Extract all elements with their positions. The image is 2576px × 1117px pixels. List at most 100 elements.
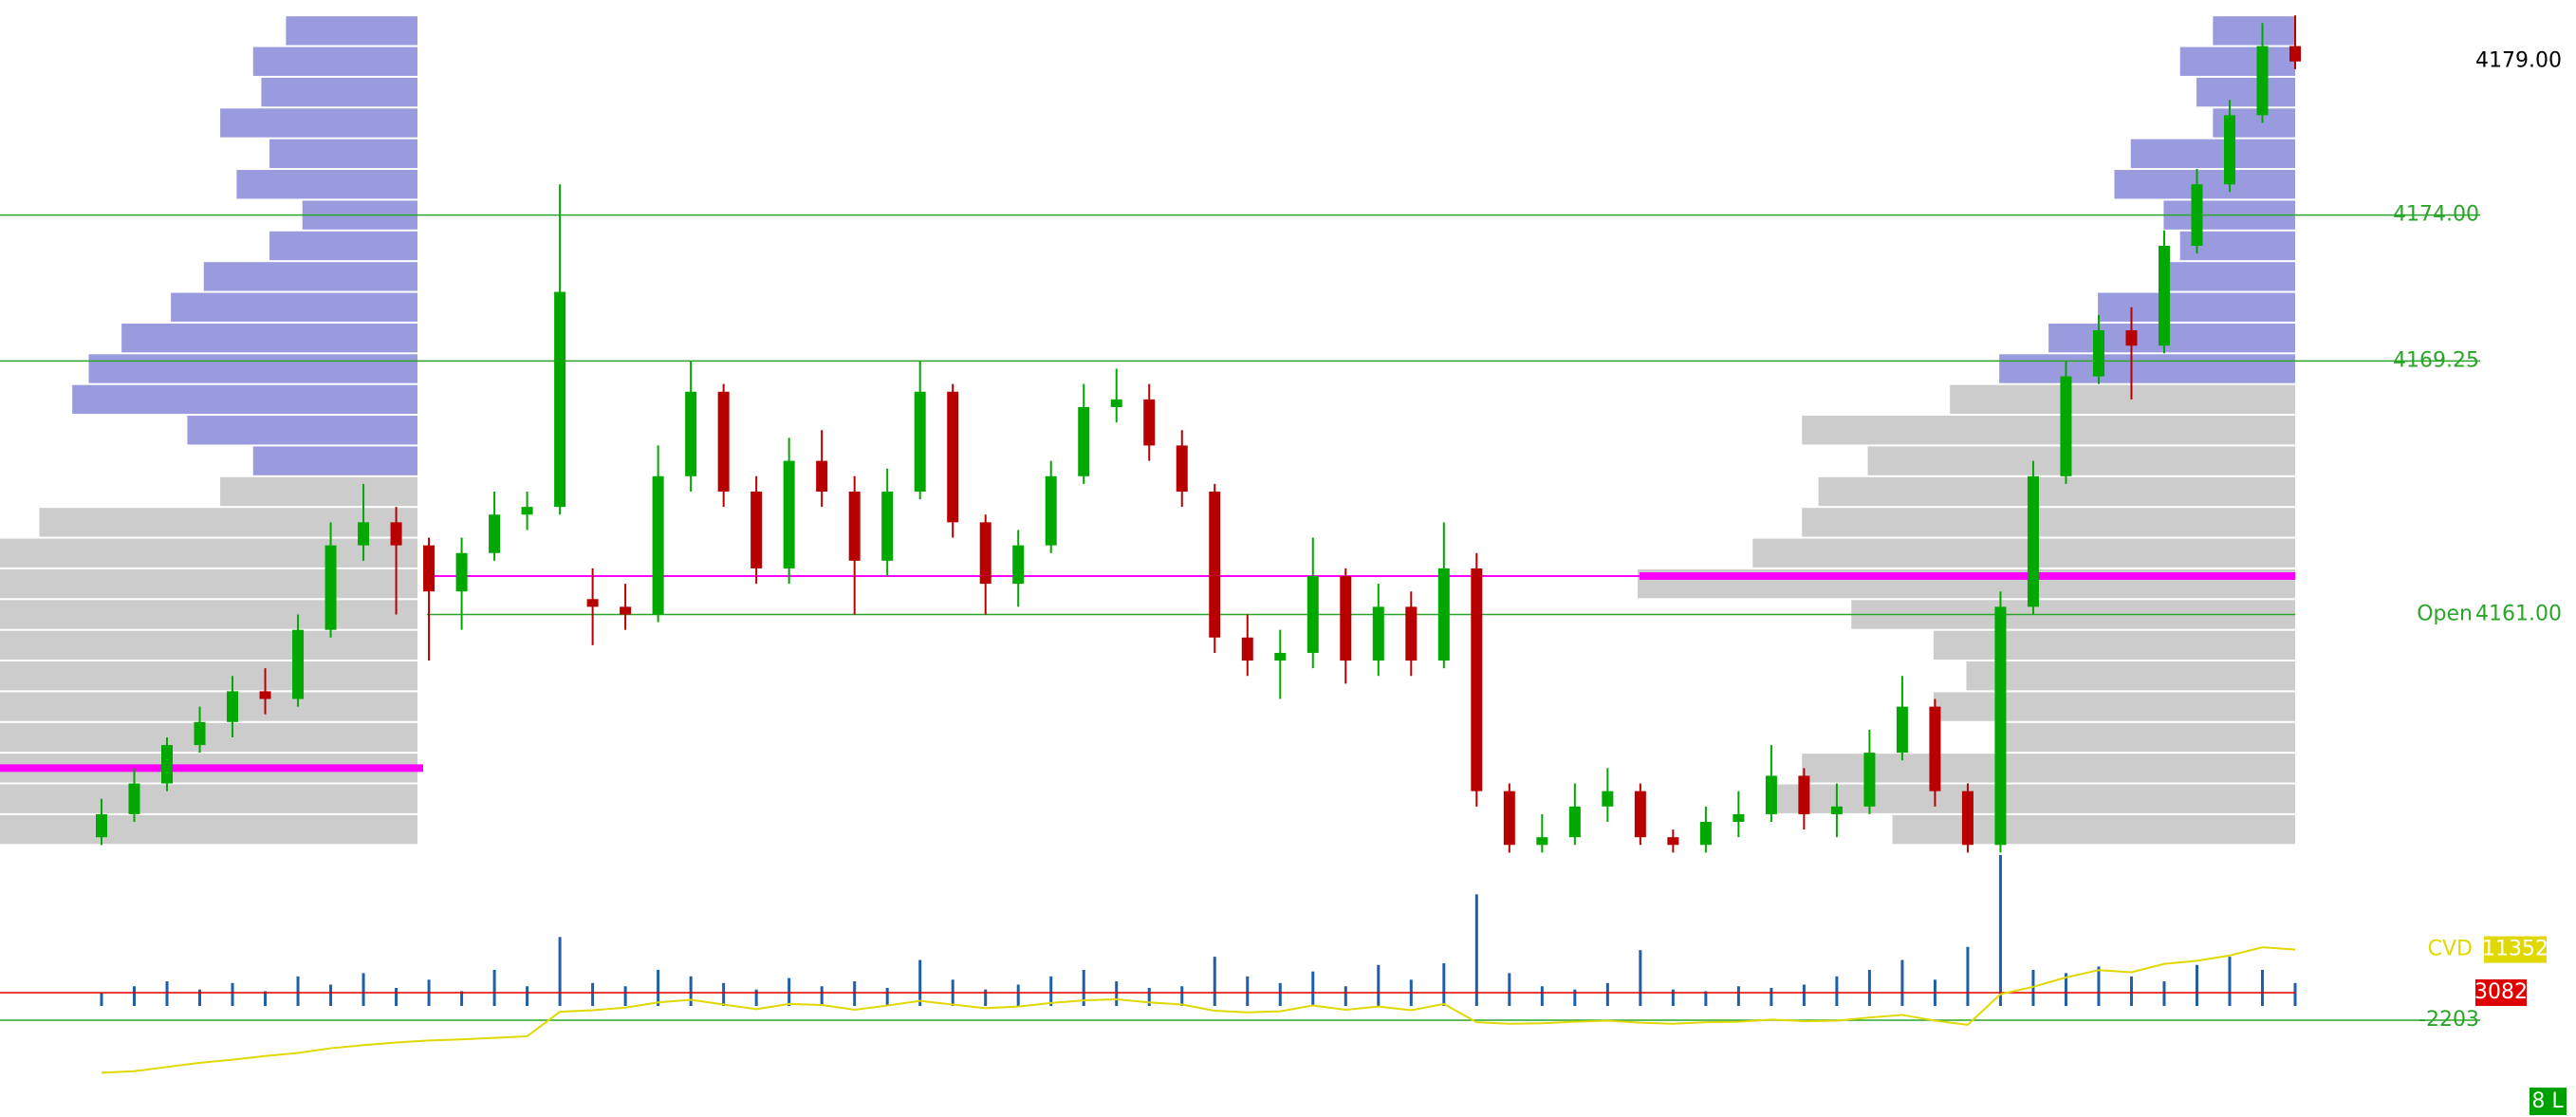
profile-bar xyxy=(1802,754,2295,783)
candle-body xyxy=(358,522,370,546)
candle-body xyxy=(1536,837,1548,846)
profile-bar xyxy=(2098,292,2295,322)
volume-bar xyxy=(1867,969,1871,1006)
profile-bar xyxy=(1933,630,2295,661)
volume-bar xyxy=(1474,894,1478,1006)
candle-body xyxy=(1602,791,1614,807)
volume-bar xyxy=(1213,957,1216,1006)
volume-bar xyxy=(1704,991,1708,1006)
volume-bar xyxy=(1605,982,1609,1006)
candle-body xyxy=(2158,245,2170,346)
profile-bar xyxy=(2213,16,2295,46)
volume-bar xyxy=(918,959,922,1006)
candle-body xyxy=(979,522,991,585)
profile-bar xyxy=(1999,722,2295,753)
candle-body xyxy=(1340,576,1352,661)
volume-bar xyxy=(984,989,988,1006)
profile-bar xyxy=(2114,170,2295,199)
volume-bar xyxy=(722,982,726,1006)
volume-bar xyxy=(231,982,234,1006)
candle-body xyxy=(292,629,305,699)
volume-bar xyxy=(885,987,889,1006)
level-label: 4174.00 xyxy=(2393,203,2479,227)
profile-bar xyxy=(2196,77,2295,107)
candle-body xyxy=(1405,606,1418,661)
volume-bar xyxy=(1016,984,1020,1006)
volume-bar xyxy=(264,991,268,1006)
candle-body xyxy=(1012,545,1025,585)
candle-body xyxy=(489,514,501,553)
candle-body xyxy=(914,391,926,492)
y2-tick-label: -2203 xyxy=(2418,1008,2479,1032)
profile-bar xyxy=(1802,416,2295,445)
candle-body xyxy=(194,721,206,746)
last-price-label: 4179.00 xyxy=(2475,49,2562,73)
candle-body xyxy=(455,552,468,592)
candle-body xyxy=(1994,606,2007,846)
volume-bar xyxy=(1246,976,1250,1006)
candle-body xyxy=(1929,706,1941,791)
volume-bar xyxy=(2097,966,2101,1006)
profile-bar xyxy=(236,170,417,199)
cvd-value-label: 11352 xyxy=(2482,938,2548,961)
volume-bar xyxy=(1278,982,1282,1006)
profiles xyxy=(0,16,2295,845)
volume-bar xyxy=(1736,986,1740,1006)
profile-bar xyxy=(0,692,417,721)
candle-body xyxy=(2125,330,2138,346)
volume-bar xyxy=(1442,963,1446,1006)
volume-bar xyxy=(1377,964,1381,1006)
candle-body xyxy=(1568,806,1581,838)
volume-bar xyxy=(1049,976,1053,1006)
volume-bar xyxy=(1344,986,1347,1006)
volume-bar xyxy=(820,986,824,1006)
candles xyxy=(96,15,2301,853)
profile-bar xyxy=(0,784,417,813)
profile-bar xyxy=(1999,354,2295,383)
candle-body xyxy=(554,291,566,508)
profile-bar xyxy=(0,568,417,599)
candle-body xyxy=(783,460,795,568)
profile-bar xyxy=(1966,661,2295,691)
volume-bar xyxy=(2031,969,2035,1006)
profile-bar xyxy=(1892,814,2295,845)
profile-bar xyxy=(1950,384,2295,415)
labels: Open CVD 8 L 4174.00 4169.25 4161.00 4179.0… xyxy=(2393,49,2567,1115)
profile-bar xyxy=(2048,323,2295,353)
volume-bar xyxy=(1115,981,1119,1006)
volume-bar xyxy=(296,976,300,1006)
volume-bar xyxy=(2129,976,2133,1006)
volume-bar xyxy=(1573,989,1577,1006)
candle-body xyxy=(1110,399,1122,407)
candle-body xyxy=(586,599,599,607)
candle-body xyxy=(816,460,828,492)
y2-label-box xyxy=(2475,978,2527,1006)
volume-bar xyxy=(492,969,496,1006)
volume-bar xyxy=(2162,981,2166,1006)
volume-bar xyxy=(623,986,627,1006)
candle-body xyxy=(620,606,632,615)
candle-body xyxy=(1830,806,1843,814)
volume-bar xyxy=(1540,986,1544,1006)
profile-bar xyxy=(269,231,417,261)
candle-body xyxy=(1699,822,1712,846)
candle-body xyxy=(2092,330,2104,377)
volume-bar xyxy=(2064,973,2067,1006)
volume-bar xyxy=(526,986,529,1006)
candle-body xyxy=(848,491,861,561)
profile-bar xyxy=(0,600,417,629)
profile-bar xyxy=(286,16,417,46)
open-label: Open xyxy=(2417,602,2473,625)
volume-bar xyxy=(1998,854,2002,1006)
volume-bar xyxy=(1770,987,1773,1006)
candle-body xyxy=(96,813,107,838)
profile-bar xyxy=(39,508,418,537)
profile-bar xyxy=(187,416,417,445)
volume-bar xyxy=(1082,969,1085,1006)
profile-bar xyxy=(269,139,417,169)
profile-bar xyxy=(0,814,417,845)
volume-bar xyxy=(1311,971,1315,1006)
profile-bar xyxy=(252,47,417,76)
y2-tick-label: 3082 xyxy=(2474,980,2528,1004)
